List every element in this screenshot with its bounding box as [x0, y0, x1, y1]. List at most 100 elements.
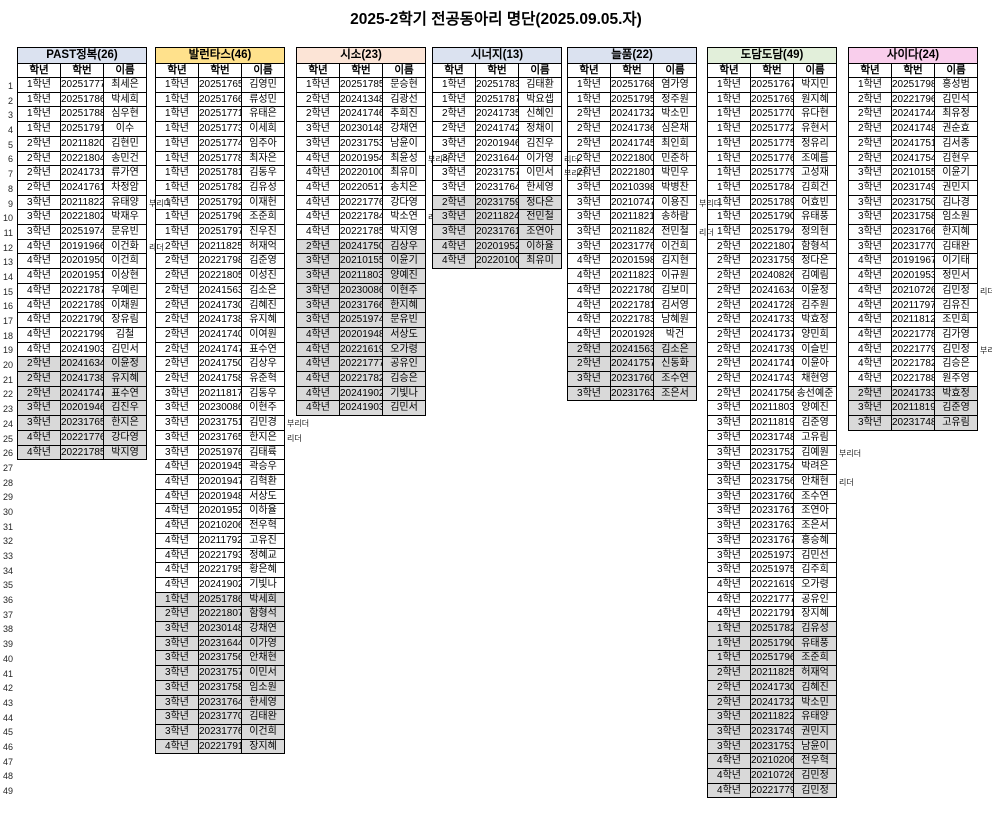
grade-cell: 3학년: [155, 621, 199, 637]
grade-cell: 3학년: [848, 179, 892, 196]
grade-cell: 2학년: [155, 253, 199, 270]
student-id-cell: 20251790: [750, 635, 794, 652]
name-cell: 문유빈: [103, 224, 147, 240]
grade-cell: 4학년: [567, 297, 611, 314]
student-id-cell: 20251976: [198, 444, 242, 461]
name-cell: 심우현: [103, 106, 147, 123]
student-id-cell: 20230148: [198, 621, 242, 637]
student-id-cell: 20211822: [750, 709, 794, 725]
student-id-cell: 20241747: [198, 341, 242, 358]
grade-cell: 3학년: [155, 665, 199, 681]
member-row: 4학년 20211823 이규원: [567, 268, 697, 284]
member-row: 3학년 20231752 김예원: [707, 444, 837, 461]
row-number: 32: [2, 536, 13, 547]
member-row: 3학년 20230148 강채연: [155, 621, 285, 637]
name-cell: 김민서: [382, 400, 426, 417]
name-cell: 표수연: [103, 385, 147, 402]
student-id-cell: 20231764: [198, 694, 242, 711]
grade-cell: 3학년: [155, 415, 199, 431]
member-row: 1학년 20251786 박세희: [155, 591, 285, 608]
grade-cell: 3학년: [707, 400, 751, 417]
grade-cell: 1학년: [707, 135, 751, 152]
row-number: 11: [3, 227, 13, 238]
grade-cell: 1학년: [155, 106, 199, 123]
member-row: 4학년 20201948 서상도: [155, 488, 285, 505]
name-cell: 이민서: [241, 665, 285, 681]
member-row: 4학년 20221791 장지혜: [707, 606, 837, 623]
member-row: 3학년 20231776 이건희: [567, 238, 697, 255]
student-id-cell: 20220100: [339, 165, 383, 181]
member-row: 4학년 20210726 김민정: [848, 282, 978, 299]
member-row: 4학년 20221777 공유인: [296, 356, 426, 373]
column-header-student-id: 학번: [475, 63, 519, 78]
name-cell: 이상현: [103, 268, 147, 284]
grade-cell: 2학년: [567, 341, 611, 358]
row-number: 15: [2, 286, 13, 297]
grade-cell: 3학년: [432, 224, 476, 240]
name-cell: 박효정: [793, 312, 837, 328]
name-cell: 송선예준: [793, 385, 837, 402]
student-id-cell: 20231749: [891, 179, 935, 196]
leader-tag: 리더: [839, 477, 854, 487]
member-row: 3학년 20231765 한지은: [17, 415, 147, 431]
member-row: 1학년 20251796 조준희: [155, 209, 285, 226]
student-id-cell: 20231758: [891, 209, 935, 226]
name-cell: 조연아: [793, 503, 837, 520]
member-row: 3학년 20231761 조연아: [432, 224, 562, 240]
name-cell: 김준영: [793, 415, 837, 431]
name-cell: 유지혜: [103, 371, 147, 387]
member-row: 3학년 20231749 권민지: [848, 179, 978, 196]
member-row: 1학년 20251792 이재헌: [155, 194, 285, 211]
row-number: 18: [2, 330, 13, 341]
grade-cell: 4학년: [17, 312, 61, 328]
grade-cell: 3학년: [707, 709, 751, 725]
member-row: 4학년 20201950 이건희: [17, 253, 147, 270]
club-title-cell: 시너지(13): [432, 47, 562, 64]
student-id-cell: 20241736: [610, 121, 654, 137]
member-row: 3학년 20231748 고유림: [848, 415, 978, 431]
student-id-cell: 20221790: [60, 312, 104, 328]
grade-cell: 4학년: [155, 738, 199, 755]
club-title-cell: 시소(23): [296, 47, 426, 64]
column-header-name: 이름: [793, 63, 837, 78]
name-cell: 조준희: [241, 209, 285, 226]
member-row: 2학년 20241733 박효정: [848, 385, 978, 402]
student-id-cell: 20251790: [750, 209, 794, 226]
student-id-cell: 20231760: [750, 488, 794, 505]
student-id-cell: 20231759: [750, 253, 794, 270]
student-id-cell: 20231644: [475, 150, 519, 167]
student-id-cell: 20201946: [60, 400, 104, 417]
grade-cell: 3학년: [848, 165, 892, 181]
member-row: 4학년 20221776 강다영: [296, 194, 426, 211]
name-cell: 이수: [103, 121, 147, 137]
row-number: 16: [2, 301, 13, 312]
name-cell: 이현주: [382, 282, 426, 299]
name-cell: 이건희: [653, 238, 697, 255]
student-id-cell: 20231757: [475, 165, 519, 181]
club-grid: 사이다(24) 학년 학번 이름 1학년 20251798 홍성범 2학년 20221796 김민…: [848, 47, 978, 431]
column-header-name: 이름: [518, 63, 562, 78]
member-row: 1학년 20251789 어효빈: [707, 194, 837, 211]
name-cell: 박병찬: [653, 179, 697, 196]
grade-cell: 4학년: [17, 297, 61, 314]
row-number: 13: [2, 257, 13, 268]
student-id-cell: 20251782: [198, 179, 242, 196]
name-cell: 박소민: [653, 106, 697, 123]
grade-cell: 3학년: [155, 635, 199, 652]
member-row: 4학년 20221779 김민정: [848, 341, 978, 358]
club-table-7: 리더부리더사이다(24)학년학번이름1학년20251798홍성범2학년20221…: [848, 47, 992, 431]
student-id-cell: 20210726: [750, 768, 794, 784]
member-row: 3학년 20251974 문유빈: [296, 312, 426, 328]
grade-cell: 4학년: [848, 326, 892, 343]
student-id-cell: 20241740: [198, 326, 242, 343]
member-row: 4학년 20211812 조민희: [848, 312, 978, 328]
grade-cell: 2학년: [707, 371, 751, 387]
member-row: 2학년 20241563 김소은: [567, 341, 697, 358]
row-number: 38: [2, 624, 13, 635]
member-row: 1학년 20251798 홍성범: [848, 77, 978, 93]
grade-cell: 4학년: [296, 385, 340, 402]
student-id-cell: 20241728: [750, 297, 794, 314]
student-id-cell: 20201598: [610, 253, 654, 270]
name-cell: 유태풍: [793, 635, 837, 652]
grade-cell: 1학년: [155, 224, 199, 240]
